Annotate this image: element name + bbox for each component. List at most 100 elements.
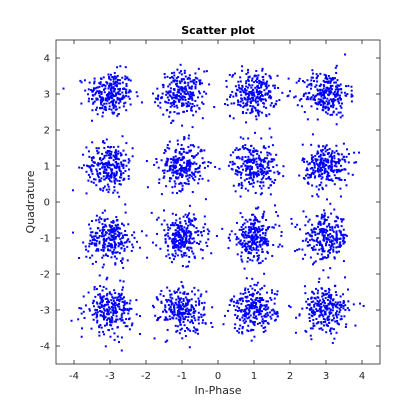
- scatter-point: [331, 113, 334, 116]
- scatter-point: [259, 293, 262, 296]
- scatter-point: [203, 149, 206, 152]
- scatter-point: [180, 144, 183, 147]
- scatter-point: [198, 242, 201, 245]
- scatter-point: [119, 176, 122, 179]
- scatter-point: [243, 222, 246, 225]
- scatter-point: [164, 164, 167, 167]
- scatter-point: [254, 229, 257, 232]
- scatter-point: [169, 227, 172, 230]
- scatter-point: [270, 317, 273, 320]
- scatter-point: [335, 235, 338, 238]
- scatter-point: [187, 100, 190, 103]
- scatter-point: [178, 236, 181, 239]
- scatter-point: [188, 212, 191, 215]
- scatter-point: [311, 195, 314, 198]
- scatter-point: [320, 217, 323, 220]
- scatter-point: [112, 80, 115, 83]
- scatter-point: [95, 147, 98, 150]
- scatter-point: [276, 290, 279, 293]
- scatter-point: [113, 301, 116, 304]
- scatter-point: [271, 180, 274, 183]
- scatter-point: [110, 92, 113, 95]
- scatter-point: [121, 242, 124, 245]
- scatter-point: [135, 299, 138, 302]
- scatter-point: [347, 152, 350, 155]
- scatter-point: [97, 92, 100, 95]
- scatter-point: [121, 96, 124, 99]
- scatter-point: [178, 151, 181, 154]
- scatter-point: [332, 106, 335, 109]
- scatter-point: [247, 241, 250, 244]
- scatter-point: [207, 232, 210, 235]
- scatter-point: [269, 184, 272, 187]
- scatter-point: [121, 97, 124, 100]
- scatter-point: [321, 245, 324, 248]
- scatter-point: [107, 310, 110, 313]
- scatter-point: [250, 329, 253, 332]
- scatter-point: [236, 309, 239, 312]
- scatter-point: [230, 300, 233, 303]
- scatter-point: [163, 76, 166, 79]
- scatter-point: [267, 314, 270, 317]
- scatter-point: [317, 101, 320, 104]
- scatter-point: [336, 98, 339, 101]
- scatter-point: [246, 108, 249, 111]
- scatter-point: [122, 172, 125, 175]
- scatter-point: [170, 72, 173, 75]
- scatter-point: [100, 248, 103, 251]
- scatter-point: [102, 238, 105, 241]
- scatter-point: [168, 257, 171, 260]
- scatter-point: [164, 306, 167, 309]
- scatter-point: [297, 79, 300, 82]
- scatter-point: [103, 154, 106, 157]
- scatter-point: [315, 84, 318, 87]
- scatter-point: [181, 230, 184, 233]
- scatter-point: [308, 176, 311, 179]
- scatter-point: [105, 188, 108, 191]
- scatter-point: [276, 315, 279, 318]
- scatter-point: [271, 144, 274, 147]
- scatter-point: [328, 318, 331, 321]
- scatter-point: [112, 191, 115, 194]
- scatter-point: [312, 228, 315, 231]
- scatter-point: [331, 341, 334, 344]
- scatter-point: [337, 313, 340, 316]
- scatter-point: [109, 88, 112, 91]
- scatter-point: [171, 242, 174, 245]
- scatter-point: [178, 217, 181, 220]
- scatter-point: [249, 174, 252, 177]
- scatter-point: [318, 232, 321, 235]
- scatter-point: [257, 170, 260, 173]
- scatter-point: [96, 113, 99, 116]
- scatter-point: [313, 161, 316, 164]
- scatter-point: [95, 106, 98, 109]
- scatter-point: [276, 312, 279, 315]
- scatter-point: [342, 234, 345, 237]
- scatter-point: [314, 248, 317, 251]
- scatter-point: [121, 257, 124, 260]
- scatter-point: [312, 263, 315, 266]
- scatter-point: [115, 154, 117, 157]
- scatter-point: [326, 112, 329, 115]
- scatter-point: [342, 242, 345, 245]
- scatter-point: [154, 97, 157, 100]
- scatter-point: [189, 97, 192, 100]
- scatter-point: [194, 310, 197, 313]
- scatter-point: [173, 246, 176, 249]
- scatter-point: [263, 238, 266, 241]
- scatter-point: [171, 101, 174, 104]
- scatter-point: [318, 102, 321, 105]
- scatter-point: [242, 292, 245, 295]
- scatter-point: [260, 173, 263, 176]
- scatter-point: [332, 298, 335, 301]
- scatter-point: [182, 229, 185, 232]
- scatter-point: [329, 301, 332, 304]
- scatter-point: [333, 238, 336, 241]
- scatter-point: [186, 159, 189, 162]
- scatter-point: [191, 224, 194, 227]
- scatter-point: [262, 75, 265, 78]
- scatter-point: [113, 320, 116, 323]
- scatter-point: [157, 318, 159, 321]
- scatter-point: [269, 169, 272, 172]
- scatter-point: [271, 254, 274, 257]
